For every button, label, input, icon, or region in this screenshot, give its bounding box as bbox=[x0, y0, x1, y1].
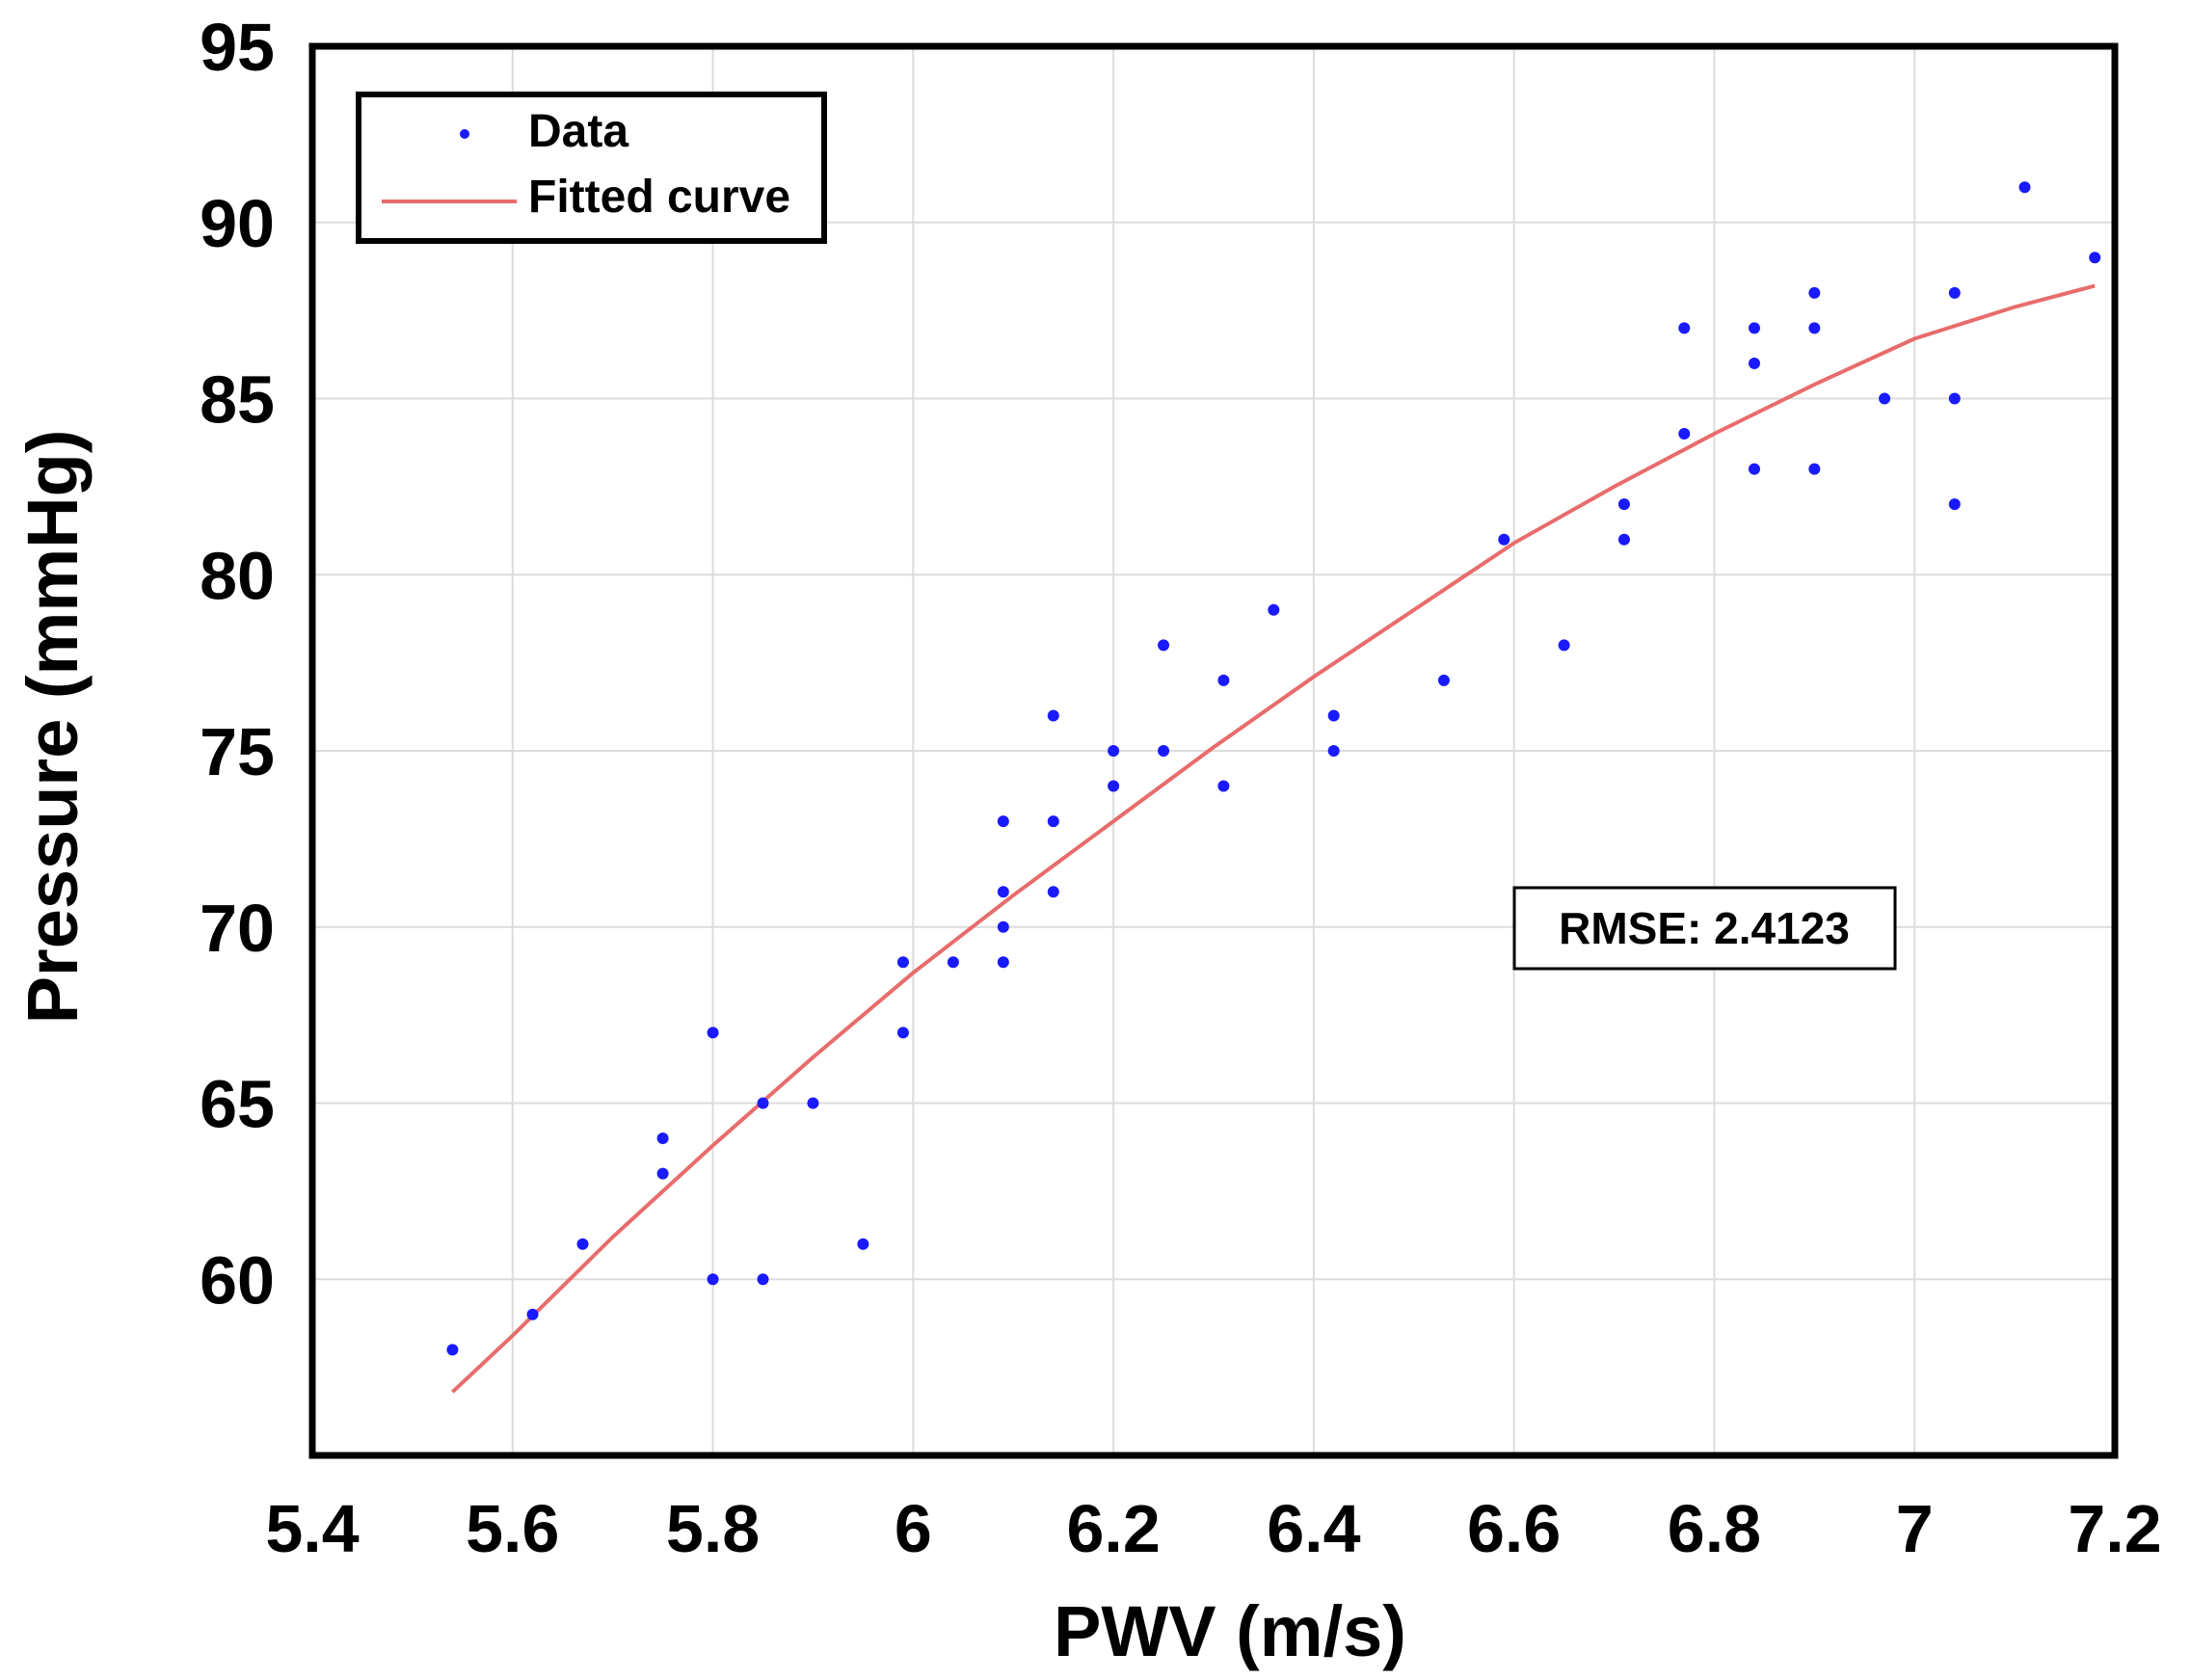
data-point bbox=[1498, 533, 1510, 546]
rmse-annotation: RMSE: 2.4123 bbox=[1512, 886, 1897, 971]
data-point bbox=[997, 956, 1009, 969]
legend-data-marker bbox=[460, 129, 469, 139]
data-point bbox=[896, 956, 909, 969]
data-point bbox=[1948, 286, 1961, 299]
y-tick-label: 85 bbox=[200, 362, 275, 438]
data-point bbox=[1617, 533, 1630, 546]
data-point bbox=[757, 1273, 769, 1286]
data-point bbox=[857, 1238, 869, 1250]
data-point bbox=[947, 956, 959, 969]
x-tick-label: 7.2 bbox=[2068, 1491, 2161, 1566]
data-point bbox=[707, 1027, 719, 1039]
data-point bbox=[1617, 498, 1630, 511]
fitted-curve-series bbox=[451, 283, 2096, 1394]
data-point bbox=[1047, 815, 1059, 828]
data-point bbox=[1217, 674, 1230, 686]
data-point bbox=[1678, 428, 1691, 440]
x-tick-label: 6.4 bbox=[1267, 1491, 1360, 1566]
data-point bbox=[1108, 745, 1120, 757]
y-tick-label: 75 bbox=[200, 714, 275, 789]
y-axis-label: Pressure (mmHg) bbox=[13, 430, 93, 1025]
data-point bbox=[896, 1027, 909, 1039]
data-point bbox=[446, 1344, 459, 1356]
data-point bbox=[707, 1273, 719, 1286]
y-tick-label: 80 bbox=[200, 538, 275, 613]
rmse-box bbox=[1512, 886, 1897, 971]
x-axis-label: PWV (m/s) bbox=[1054, 1591, 1406, 1671]
legend-box bbox=[356, 92, 827, 244]
x-axis-ticks: 5.4 5.6 5.8 6 6.2 6.4 6.6 6.8 7 7.2 bbox=[265, 1491, 2161, 1566]
data-point bbox=[656, 1167, 669, 1180]
data-point bbox=[1948, 498, 1961, 511]
data-point bbox=[1158, 639, 1170, 652]
data-point bbox=[1808, 286, 1821, 299]
x-tick-label: 6.2 bbox=[1066, 1491, 1160, 1566]
data-point bbox=[1217, 780, 1230, 792]
grid-lines bbox=[312, 46, 2115, 1455]
x-tick-label: 6 bbox=[895, 1491, 932, 1566]
data-point bbox=[1158, 745, 1170, 757]
x-tick-label: 7 bbox=[1896, 1491, 1934, 1566]
y-axis-ticks: 60 65 70 75 80 85 90 95 bbox=[200, 10, 275, 1318]
x-tick-label: 5.4 bbox=[265, 1491, 359, 1566]
y-tick-label: 95 bbox=[200, 10, 275, 85]
data-point bbox=[1749, 463, 1760, 475]
y-tick-label: 60 bbox=[200, 1242, 275, 1318]
data-point bbox=[1808, 322, 1821, 334]
plot-frame bbox=[308, 42, 2119, 1459]
data-point bbox=[1047, 709, 1059, 722]
data-series bbox=[446, 181, 2101, 1356]
fitted-curve-line bbox=[451, 283, 2096, 1394]
data-point bbox=[1879, 392, 1891, 405]
y-tick-label: 70 bbox=[200, 891, 275, 966]
legend: Data Fitted curve bbox=[356, 92, 827, 244]
rmse-text: RMSE: 2.4123 bbox=[1559, 903, 1850, 953]
data-point bbox=[997, 920, 1009, 933]
data-point bbox=[1808, 463, 1821, 475]
y-tick-label: 65 bbox=[200, 1067, 275, 1142]
data-point bbox=[1327, 745, 1340, 757]
data-point bbox=[526, 1308, 539, 1320]
data-point bbox=[1749, 357, 1760, 369]
y-tick-label: 90 bbox=[200, 186, 275, 261]
data-point bbox=[807, 1097, 819, 1109]
data-point bbox=[1678, 322, 1691, 334]
data-point bbox=[997, 815, 1009, 828]
data-point bbox=[1437, 674, 1450, 686]
data-point bbox=[2018, 181, 2031, 194]
legend-label-data: Data bbox=[528, 106, 628, 157]
data-point bbox=[757, 1097, 769, 1109]
data-point bbox=[1327, 709, 1340, 722]
data-point bbox=[656, 1133, 669, 1145]
data-point bbox=[1047, 886, 1059, 898]
data-point bbox=[1108, 780, 1120, 792]
data-point bbox=[576, 1238, 589, 1250]
x-tick-label: 5.6 bbox=[466, 1491, 559, 1566]
legend-label-fitted-curve: Fitted curve bbox=[528, 172, 790, 223]
data-point bbox=[1948, 392, 1961, 405]
data-point bbox=[1558, 639, 1570, 652]
data-point bbox=[1749, 322, 1760, 334]
data-point bbox=[997, 886, 1009, 898]
x-tick-label: 6.6 bbox=[1467, 1491, 1561, 1566]
data-point bbox=[2089, 252, 2101, 264]
x-tick-label: 5.8 bbox=[666, 1491, 760, 1566]
data-point bbox=[1268, 603, 1280, 616]
x-tick-label: 6.8 bbox=[1668, 1491, 1761, 1566]
